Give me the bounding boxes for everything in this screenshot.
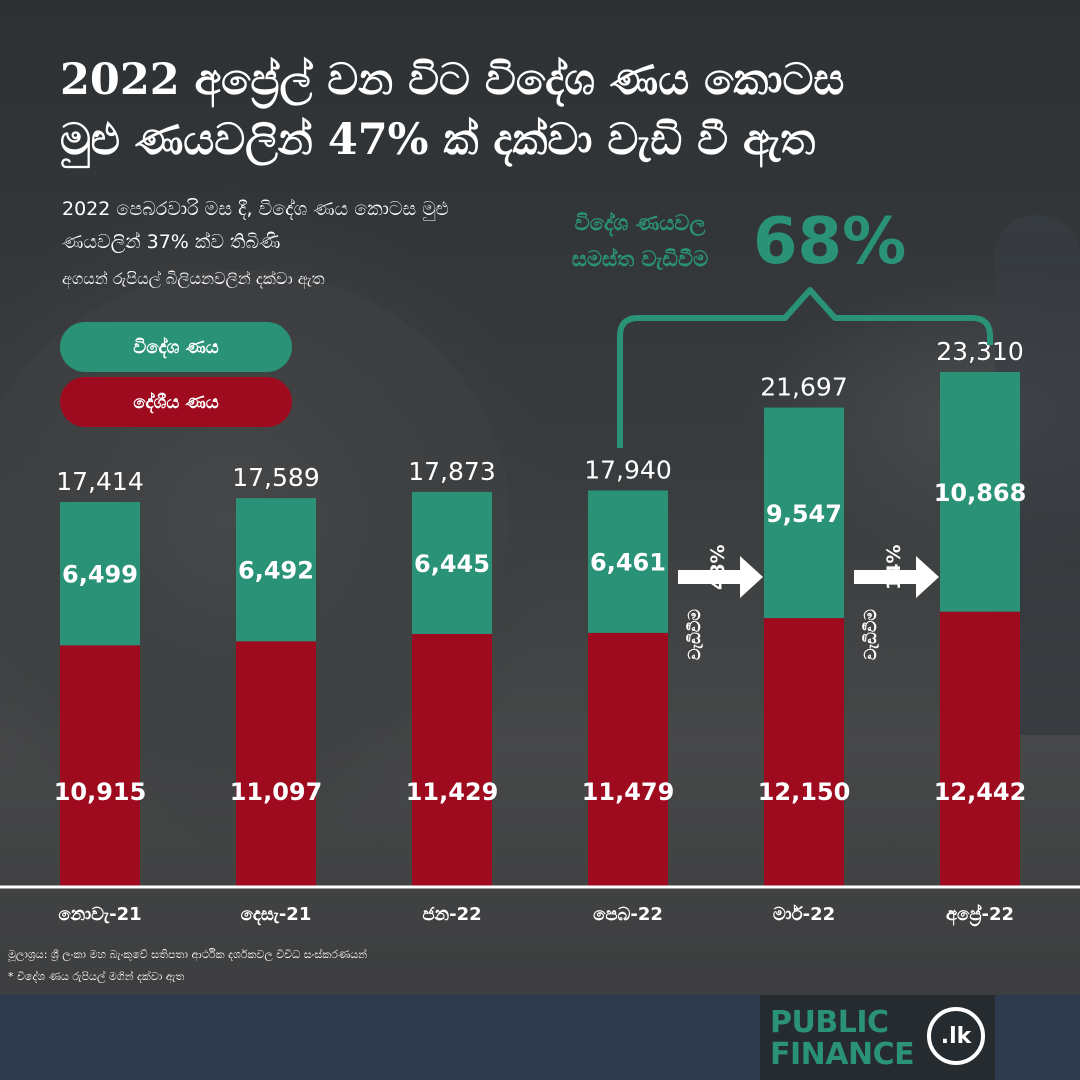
bar-foreign-4 xyxy=(764,407,844,619)
legend-domestic-debt: දේශීය ණය xyxy=(60,377,292,427)
growth-arrow-icon-0 xyxy=(678,556,763,598)
bar-foreign-5 xyxy=(940,372,1020,612)
bar-domestic-5 xyxy=(940,611,1020,886)
domestic-value-label-5: 12,442 xyxy=(934,778,1027,806)
bar-domestic-4 xyxy=(764,618,844,886)
bar-foreign-1 xyxy=(236,498,316,642)
bar-domestic-2 xyxy=(412,633,492,886)
logo-seal-text: .lk xyxy=(940,1023,972,1049)
growth-annotation-word-1: වැඩිවීම xyxy=(861,609,880,660)
public-finance-logo: PUBLIC FINANCE .lk xyxy=(760,995,995,1080)
bar-foreign-0 xyxy=(60,502,140,646)
domestic-value-label-3: 11,479 xyxy=(582,778,675,806)
bar-foreign-2 xyxy=(412,491,492,634)
total-label-4: 21,697 xyxy=(760,373,847,402)
legend-domestic-label: දේශීය ණය xyxy=(133,391,219,413)
foreign-value-label-3: 6,461 xyxy=(590,549,666,577)
foreign-value-label-0: 6,499 xyxy=(62,561,138,589)
domestic-value-label-1: 11,097 xyxy=(230,778,323,806)
total-label-3: 17,940 xyxy=(584,455,671,484)
x-tick-label-4: මාර්-22 xyxy=(773,903,835,925)
subtitle: 2022 පෙබරවාරි මස දී, විදේශ ණය කොටස මුළු … xyxy=(62,198,449,253)
foreign-value-label-1: 6,492 xyxy=(238,557,314,585)
title-line-1: 2022 අප්‍රේල් වන විට විදේශ ණය කොටස xyxy=(60,55,845,105)
total-label-5: 23,310 xyxy=(936,337,1023,366)
bar-domestic-3 xyxy=(588,632,668,886)
overall-growth-value: 68% xyxy=(753,205,907,279)
domestic-value-label-4: 12,150 xyxy=(758,778,851,806)
bar-foreign-3 xyxy=(588,490,668,633)
total-label-2: 17,873 xyxy=(408,457,495,486)
x-tick-label-5: අප්‍රේ-22 xyxy=(946,903,1014,927)
growth-arrow-icon-1 xyxy=(854,556,939,598)
stacked-bar-chart: 17,414 6,499 10,915 නොවැ-21 17,589 6,492 11,09… xyxy=(0,287,1080,927)
source-note: මූලාශ්‍රය: ශ්‍රී ලංකා මහ බැංකුවේ සතිපතා … xyxy=(8,948,368,961)
growth-annotation-1: වැඩිවීම14% xyxy=(861,545,905,660)
growth-annotation-value-1: 14% xyxy=(883,545,905,590)
domestic-value-label-0: 10,915 xyxy=(54,778,147,806)
bar-domestic-0 xyxy=(60,645,140,886)
unit-note: අගයන් රුපියල් බිලියනවලින් දක්වා ඇත xyxy=(62,269,325,288)
x-tick-label-1: දෙසැ-21 xyxy=(241,904,312,926)
overall-growth-label: විදේශ ණයවල සමස්ත වැඩිවීම xyxy=(571,211,709,271)
x-tick-label-0: නොවැ-21 xyxy=(58,904,141,925)
total-label-1: 17,589 xyxy=(232,463,319,492)
foreign-value-label-2: 6,445 xyxy=(414,550,490,578)
total-label-0: 17,414 xyxy=(56,467,143,496)
growth-annotation-0: වැඩිවීම48% xyxy=(685,545,729,660)
growth-annotation-value-0: 48% xyxy=(707,545,729,590)
foreign-value-label-5: 10,868 xyxy=(934,479,1027,507)
growth-annotation-word-0: වැඩිවීම xyxy=(685,609,704,660)
logo-seal-icon: .lk xyxy=(927,1007,985,1065)
page-title: 2022 අප්‍රේල් වන විට විදේශ ණය කොටස මුළු … xyxy=(60,50,1040,170)
foreign-value-label-4: 9,547 xyxy=(766,500,842,528)
logo-line-2: FINANCE xyxy=(770,1037,915,1072)
growth-bracket xyxy=(617,287,993,448)
currency-note: * විදේශ ණය රුපියල් මගින් දක්වා ඇත xyxy=(8,970,185,983)
logo-line-1: PUBLIC xyxy=(770,1005,889,1040)
legend-foreign-debt: විදේශ ණය xyxy=(60,322,292,372)
title-line-2: මුළු ණයවලින් 47% ක් දක්වා වැඩි වී ඇත xyxy=(60,115,816,165)
logo-wordmark: PUBLIC FINANCE xyxy=(770,1005,915,1072)
legend-foreign-label: විදේශ ණය xyxy=(133,336,219,358)
bar-domestic-1 xyxy=(236,641,316,886)
domestic-value-label-2: 11,429 xyxy=(406,778,499,806)
footnotes: මූලාශ්‍රය: ශ්‍රී ලංකා මහ බැංකුවේ සතිපතා … xyxy=(8,944,367,988)
x-tick-label-3: පෙබ-22 xyxy=(593,904,663,925)
x-tick-label-2: ජන-22 xyxy=(422,904,481,925)
